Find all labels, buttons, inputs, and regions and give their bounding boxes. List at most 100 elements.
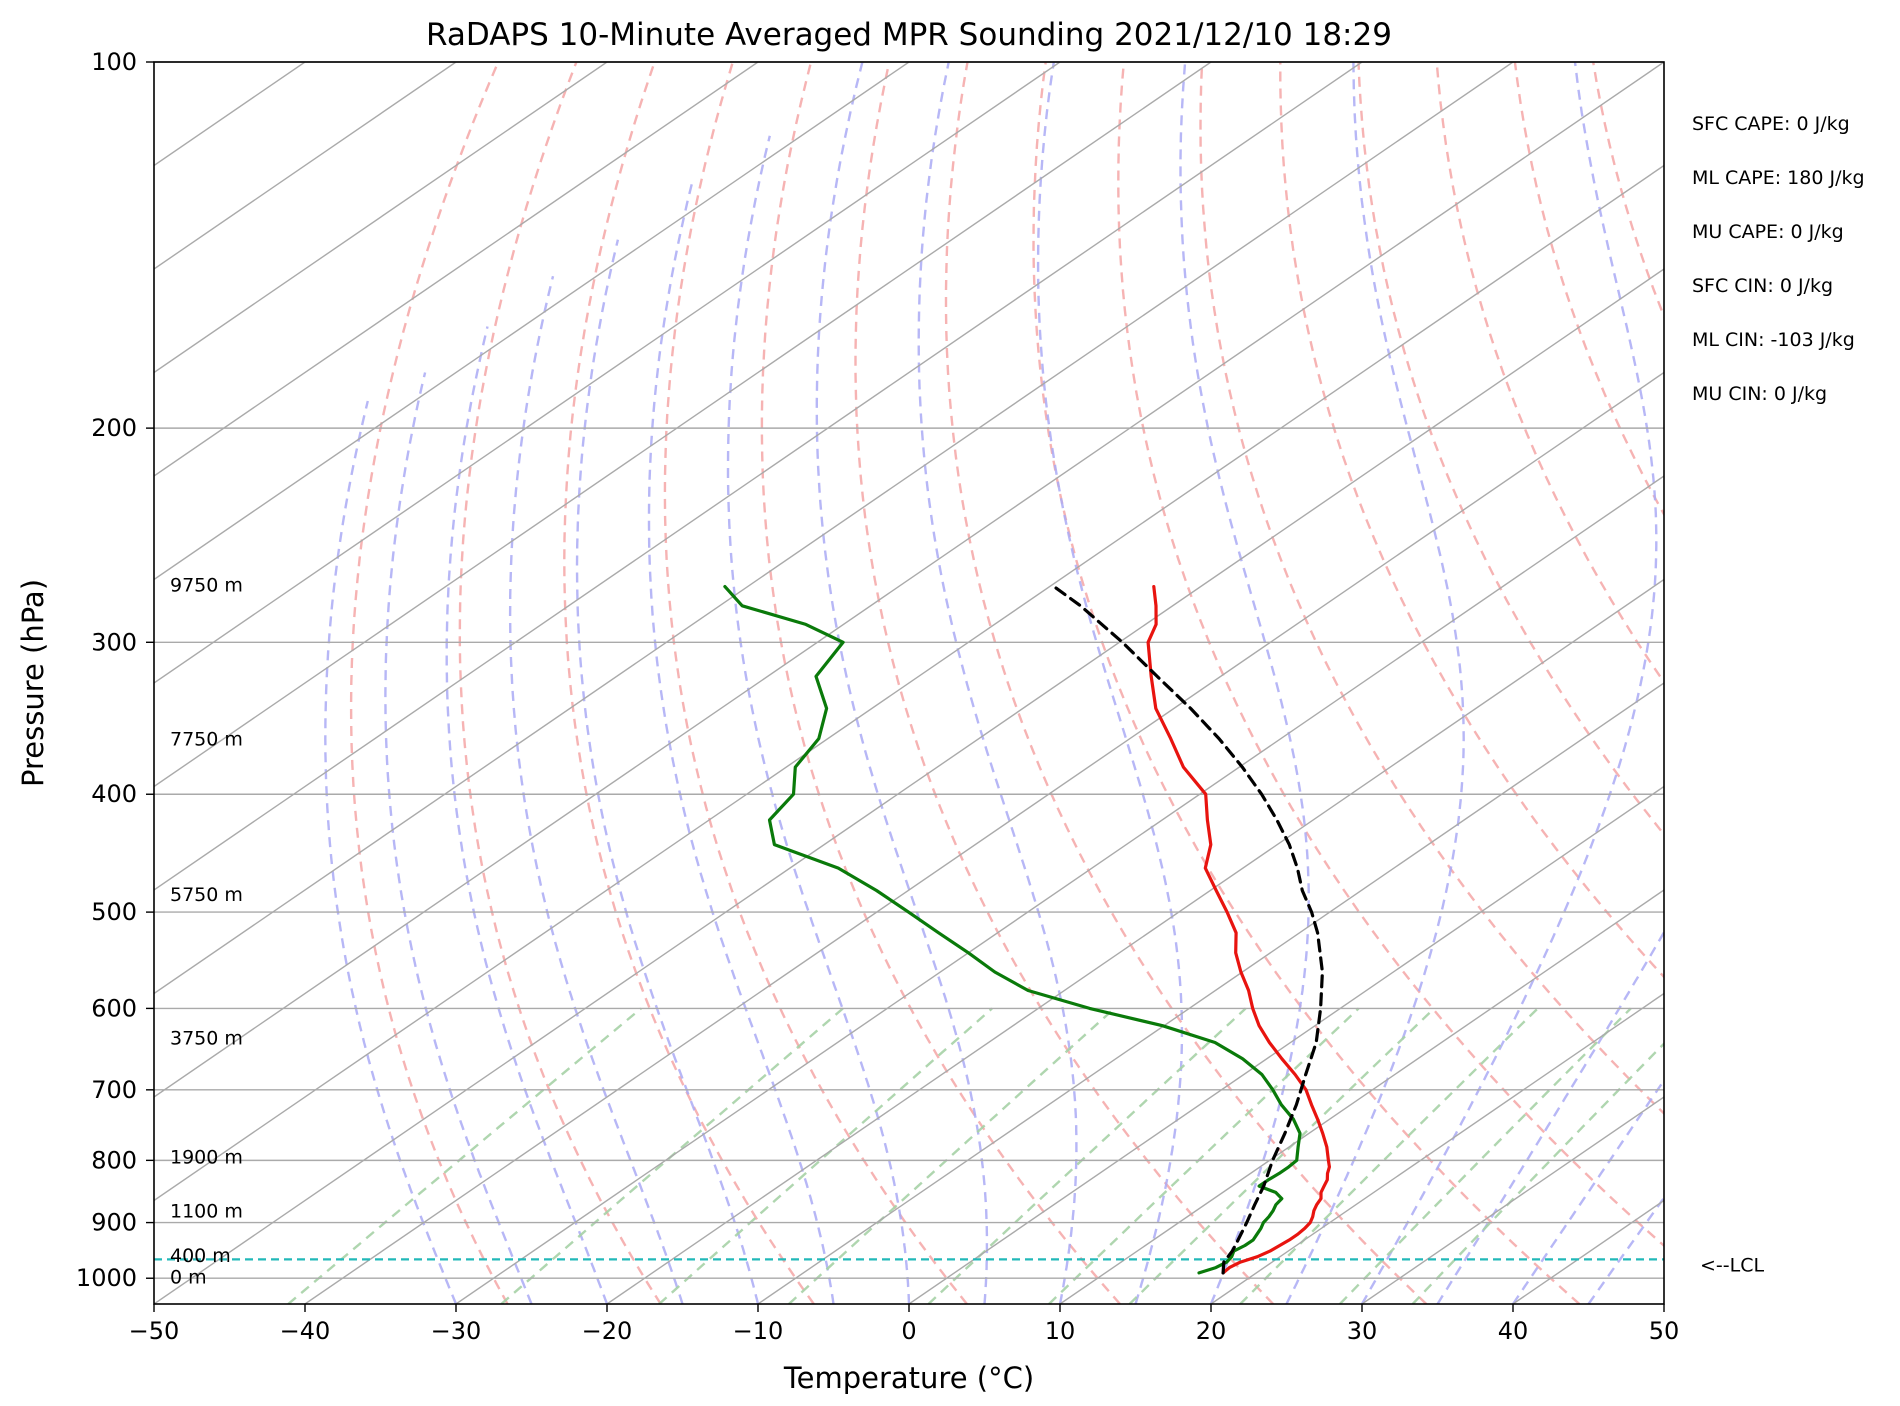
y-tick-label: 100 [91, 48, 137, 76]
moist-adiabat-line [575, 239, 760, 1304]
y-axis-label: Pressure (hPa) [16, 579, 50, 787]
y-tick-label: 200 [91, 414, 137, 442]
dry-adiabat-line [1199, 62, 1664, 1116]
dry-adiabat-line [1750, 62, 1900, 1304]
x-tick-label: −40 [280, 1317, 331, 1345]
mixing-ratio-line [1239, 1007, 1539, 1304]
y-tick-label: 300 [91, 628, 137, 656]
y-tick-label: 700 [91, 1076, 137, 1104]
dry-adiabat-line [854, 62, 1274, 1304]
pressure-gridlines [154, 61, 1664, 1279]
moist-adiabat-line [1360, 62, 1658, 1304]
mixing-ratio-line [1048, 1007, 1360, 1304]
isotherm-line [757, 682, 1664, 1304]
isotherm-line [606, 578, 1664, 1304]
height-label: 400 m [170, 1245, 231, 1267]
isotherm-line [1210, 992, 1664, 1304]
isotherm-line [1361, 1096, 1664, 1304]
isotherms [154, 62, 1664, 1304]
profile-series [723, 584, 1332, 1275]
isotherm-line [154, 62, 910, 581]
dry-adiabat-line [1117, 62, 1664, 1248]
moist-adiabat-line [508, 275, 684, 1304]
stability-index: ML CIN: -103 J/kg [1692, 329, 1855, 351]
stability-index: MU CAPE: 0 J/kg [1692, 221, 1844, 243]
stability-index: SFC CIN: 0 J/kg [1692, 275, 1833, 297]
dry-adiabat-line [349, 62, 509, 1304]
moist-adiabat-line [1587, 1195, 1664, 1304]
isotherm-line [154, 62, 1664, 1098]
dry-adiabats [349, 62, 1900, 1304]
x-axis-label: Temperature (°C) [783, 1361, 1034, 1395]
mixing-ratio-line [1339, 1007, 1632, 1304]
x-tick-label: −10 [733, 1317, 784, 1345]
height-label: 0 m [170, 1267, 207, 1289]
mixing-ratio-line [1411, 1041, 1664, 1304]
parcel-profile-line [1052, 584, 1325, 1275]
y-tick-label: 1000 [76, 1264, 137, 1292]
isotherm-line [154, 62, 1061, 684]
height-label: 7750 m [170, 729, 243, 751]
lcl-marker: <--LCL [154, 1254, 1764, 1276]
height-label: 5750 m [170, 884, 243, 906]
x-tick-label: 50 [1649, 1317, 1680, 1345]
moist-adiabat-line [445, 326, 609, 1304]
isotherm-line [154, 62, 1514, 995]
isotherm-line [1663, 1303, 1664, 1304]
moist-adiabat-line [647, 179, 835, 1304]
dry-adiabat-line [663, 62, 968, 1304]
isotherm-line [154, 62, 1212, 788]
y-tick-label: 400 [91, 780, 137, 808]
y-tick-label: 500 [91, 898, 137, 926]
moist-adiabat-line [324, 400, 458, 1304]
mixing-ratio-line [1128, 1007, 1436, 1304]
height-label: 1100 m [170, 1201, 243, 1223]
isotherm-line [304, 371, 1664, 1304]
height-label: 1900 m [170, 1146, 243, 1168]
dry-adiabat-line [1671, 62, 1900, 1304]
isotherm-line [455, 475, 1664, 1304]
x-tick-label: 0 [901, 1317, 916, 1345]
stability-index: MU CIN: 0 J/kg [1692, 383, 1827, 405]
mixing-ratio-line [788, 1007, 1116, 1304]
isotherm-line [154, 164, 1664, 1202]
dry-adiabat-line [1357, 62, 1664, 837]
isotherm-line [1512, 1199, 1664, 1304]
isotherm-line [154, 62, 608, 374]
dry-adiabat-line [563, 62, 815, 1304]
isotherm-line [154, 62, 759, 477]
mixing-ratio-line [658, 1007, 993, 1304]
y-axis-ticks: 100 200 300 400 500 600 700 800 900 1000 [76, 48, 154, 1292]
moist-adiabat-line [726, 135, 911, 1304]
temperature-profile-line [1146, 584, 1332, 1275]
height-label: 3750 m [170, 1028, 243, 1050]
isotherm-line [154, 62, 457, 270]
chart-title: RaDAPS 10-Minute Averaged MPR Sounding 2… [426, 17, 1392, 53]
y-tick-label: 900 [91, 1209, 137, 1237]
x-tick-label: 30 [1347, 1317, 1378, 1345]
stability-index: ML CAPE: 180 J/kg [1692, 167, 1865, 189]
dry-adiabat-line [1435, 62, 1664, 685]
moist-adiabat-line [1036, 62, 1184, 1304]
dry-adiabat-line [1513, 62, 1664, 517]
x-tick-label: 20 [1196, 1317, 1227, 1345]
dry-adiabat-line [458, 62, 662, 1304]
mixing-ratio-line [287, 1007, 642, 1304]
x-tick-label: −50 [129, 1317, 180, 1345]
moist-adiabats [324, 62, 1664, 1304]
y-tick-label: 600 [91, 994, 137, 1022]
x-tick-label: −30 [431, 1317, 482, 1345]
stability-index: SFC CAPE: 0 J/kg [1692, 113, 1850, 135]
dry-adiabat-line [944, 62, 1428, 1304]
isotherm-line [154, 62, 1363, 891]
x-tick-label: 40 [1498, 1317, 1529, 1345]
lcl-label: <--LCL [1700, 1254, 1764, 1276]
moist-adiabat-line [1512, 1078, 1664, 1304]
moist-adiabat-line [1436, 929, 1664, 1304]
moist-adiabat-line [1663, 1301, 1664, 1304]
stability-indices: SFC CAPE: 0 J/kg ML CAPE: 180 J/kg MU CAPE… [1692, 113, 1865, 405]
moist-adiabat-line [1285, 62, 1465, 1304]
dewpoint-profile-line [723, 584, 1302, 1275]
x-axis-ticks: −50 −40 −30 −20 −10 0 10 20 30 40 50 [129, 1304, 1680, 1345]
